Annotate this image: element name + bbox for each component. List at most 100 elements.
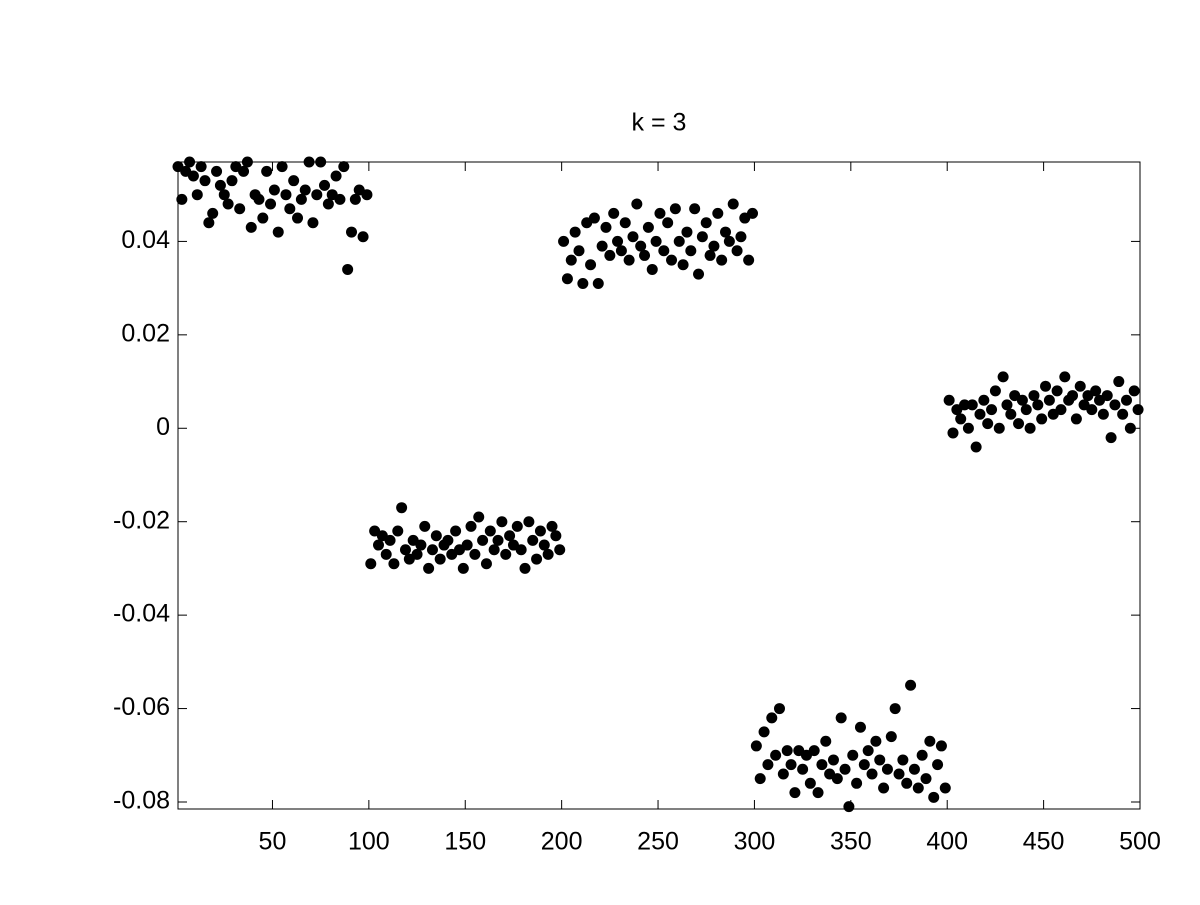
point bbox=[1113, 376, 1125, 388]
y-tick-label: 0.02 bbox=[121, 319, 170, 347]
point bbox=[631, 198, 643, 210]
point bbox=[716, 254, 728, 266]
point bbox=[1016, 394, 1028, 406]
y-tick-label: -0.08 bbox=[113, 787, 170, 815]
point bbox=[295, 193, 307, 205]
point bbox=[1032, 399, 1044, 411]
point bbox=[554, 544, 566, 556]
point bbox=[723, 235, 735, 247]
point bbox=[218, 189, 230, 201]
y-tick-label: -0.02 bbox=[113, 506, 170, 534]
point bbox=[920, 773, 932, 785]
point bbox=[689, 203, 701, 215]
point bbox=[392, 525, 404, 537]
point bbox=[1067, 390, 1079, 402]
point bbox=[1101, 390, 1113, 402]
point bbox=[847, 749, 859, 761]
point bbox=[735, 231, 747, 243]
point bbox=[962, 422, 974, 434]
point bbox=[542, 548, 554, 560]
point bbox=[959, 399, 971, 411]
y-tick-label: -0.04 bbox=[113, 600, 170, 628]
point bbox=[816, 759, 828, 771]
point bbox=[226, 175, 238, 187]
point bbox=[1024, 422, 1036, 434]
point bbox=[820, 735, 832, 747]
point bbox=[176, 193, 188, 205]
point bbox=[989, 385, 1001, 397]
chart-title: k = 3 bbox=[632, 109, 687, 137]
point bbox=[346, 226, 358, 238]
point bbox=[1059, 371, 1071, 383]
point bbox=[854, 721, 866, 733]
point bbox=[311, 189, 323, 201]
point bbox=[234, 203, 246, 215]
point bbox=[488, 544, 500, 556]
point bbox=[1001, 399, 1013, 411]
point bbox=[600, 221, 612, 233]
point bbox=[797, 763, 809, 775]
point bbox=[835, 712, 847, 724]
point bbox=[241, 156, 253, 168]
point bbox=[635, 240, 647, 252]
point bbox=[272, 226, 284, 238]
point bbox=[565, 254, 577, 266]
point bbox=[187, 170, 199, 182]
y-tick-label: 0 bbox=[156, 413, 170, 441]
point bbox=[450, 525, 462, 537]
point bbox=[473, 511, 485, 523]
point bbox=[908, 763, 920, 775]
point bbox=[939, 782, 951, 794]
x-tick-label: 50 bbox=[259, 828, 287, 856]
point bbox=[558, 235, 570, 247]
point bbox=[1132, 404, 1144, 416]
point bbox=[1097, 408, 1109, 420]
plot-area bbox=[177, 161, 1141, 810]
point bbox=[276, 161, 288, 173]
point bbox=[1121, 394, 1133, 406]
point bbox=[851, 777, 863, 789]
point bbox=[696, 231, 708, 243]
point bbox=[978, 394, 990, 406]
point bbox=[1124, 422, 1136, 434]
point bbox=[1043, 394, 1055, 406]
point bbox=[361, 189, 373, 201]
point bbox=[496, 516, 508, 528]
x-tick-label: 100 bbox=[348, 828, 390, 856]
point bbox=[862, 745, 874, 757]
point bbox=[585, 259, 597, 271]
x-tick-label: 450 bbox=[1023, 828, 1065, 856]
point bbox=[531, 553, 543, 565]
point bbox=[592, 277, 604, 289]
x-tick-label: 150 bbox=[444, 828, 486, 856]
point bbox=[550, 530, 562, 542]
point bbox=[673, 235, 685, 247]
point bbox=[731, 245, 743, 257]
point bbox=[700, 217, 712, 229]
point bbox=[1005, 408, 1017, 420]
point bbox=[743, 254, 755, 266]
point bbox=[704, 249, 716, 261]
point bbox=[419, 520, 431, 532]
point bbox=[588, 212, 600, 224]
point bbox=[612, 235, 624, 247]
point bbox=[932, 759, 944, 771]
point bbox=[184, 156, 196, 168]
point bbox=[288, 175, 300, 187]
point bbox=[727, 198, 739, 210]
x-tick-label: 500 bbox=[1119, 828, 1161, 856]
point bbox=[974, 408, 986, 420]
point bbox=[747, 207, 759, 219]
point bbox=[827, 754, 839, 766]
point bbox=[1090, 385, 1102, 397]
point bbox=[284, 203, 296, 215]
point bbox=[662, 217, 674, 229]
point bbox=[265, 198, 277, 210]
point bbox=[1128, 385, 1140, 397]
point bbox=[658, 245, 670, 257]
point bbox=[380, 548, 392, 560]
point bbox=[708, 240, 720, 252]
point bbox=[905, 679, 917, 691]
